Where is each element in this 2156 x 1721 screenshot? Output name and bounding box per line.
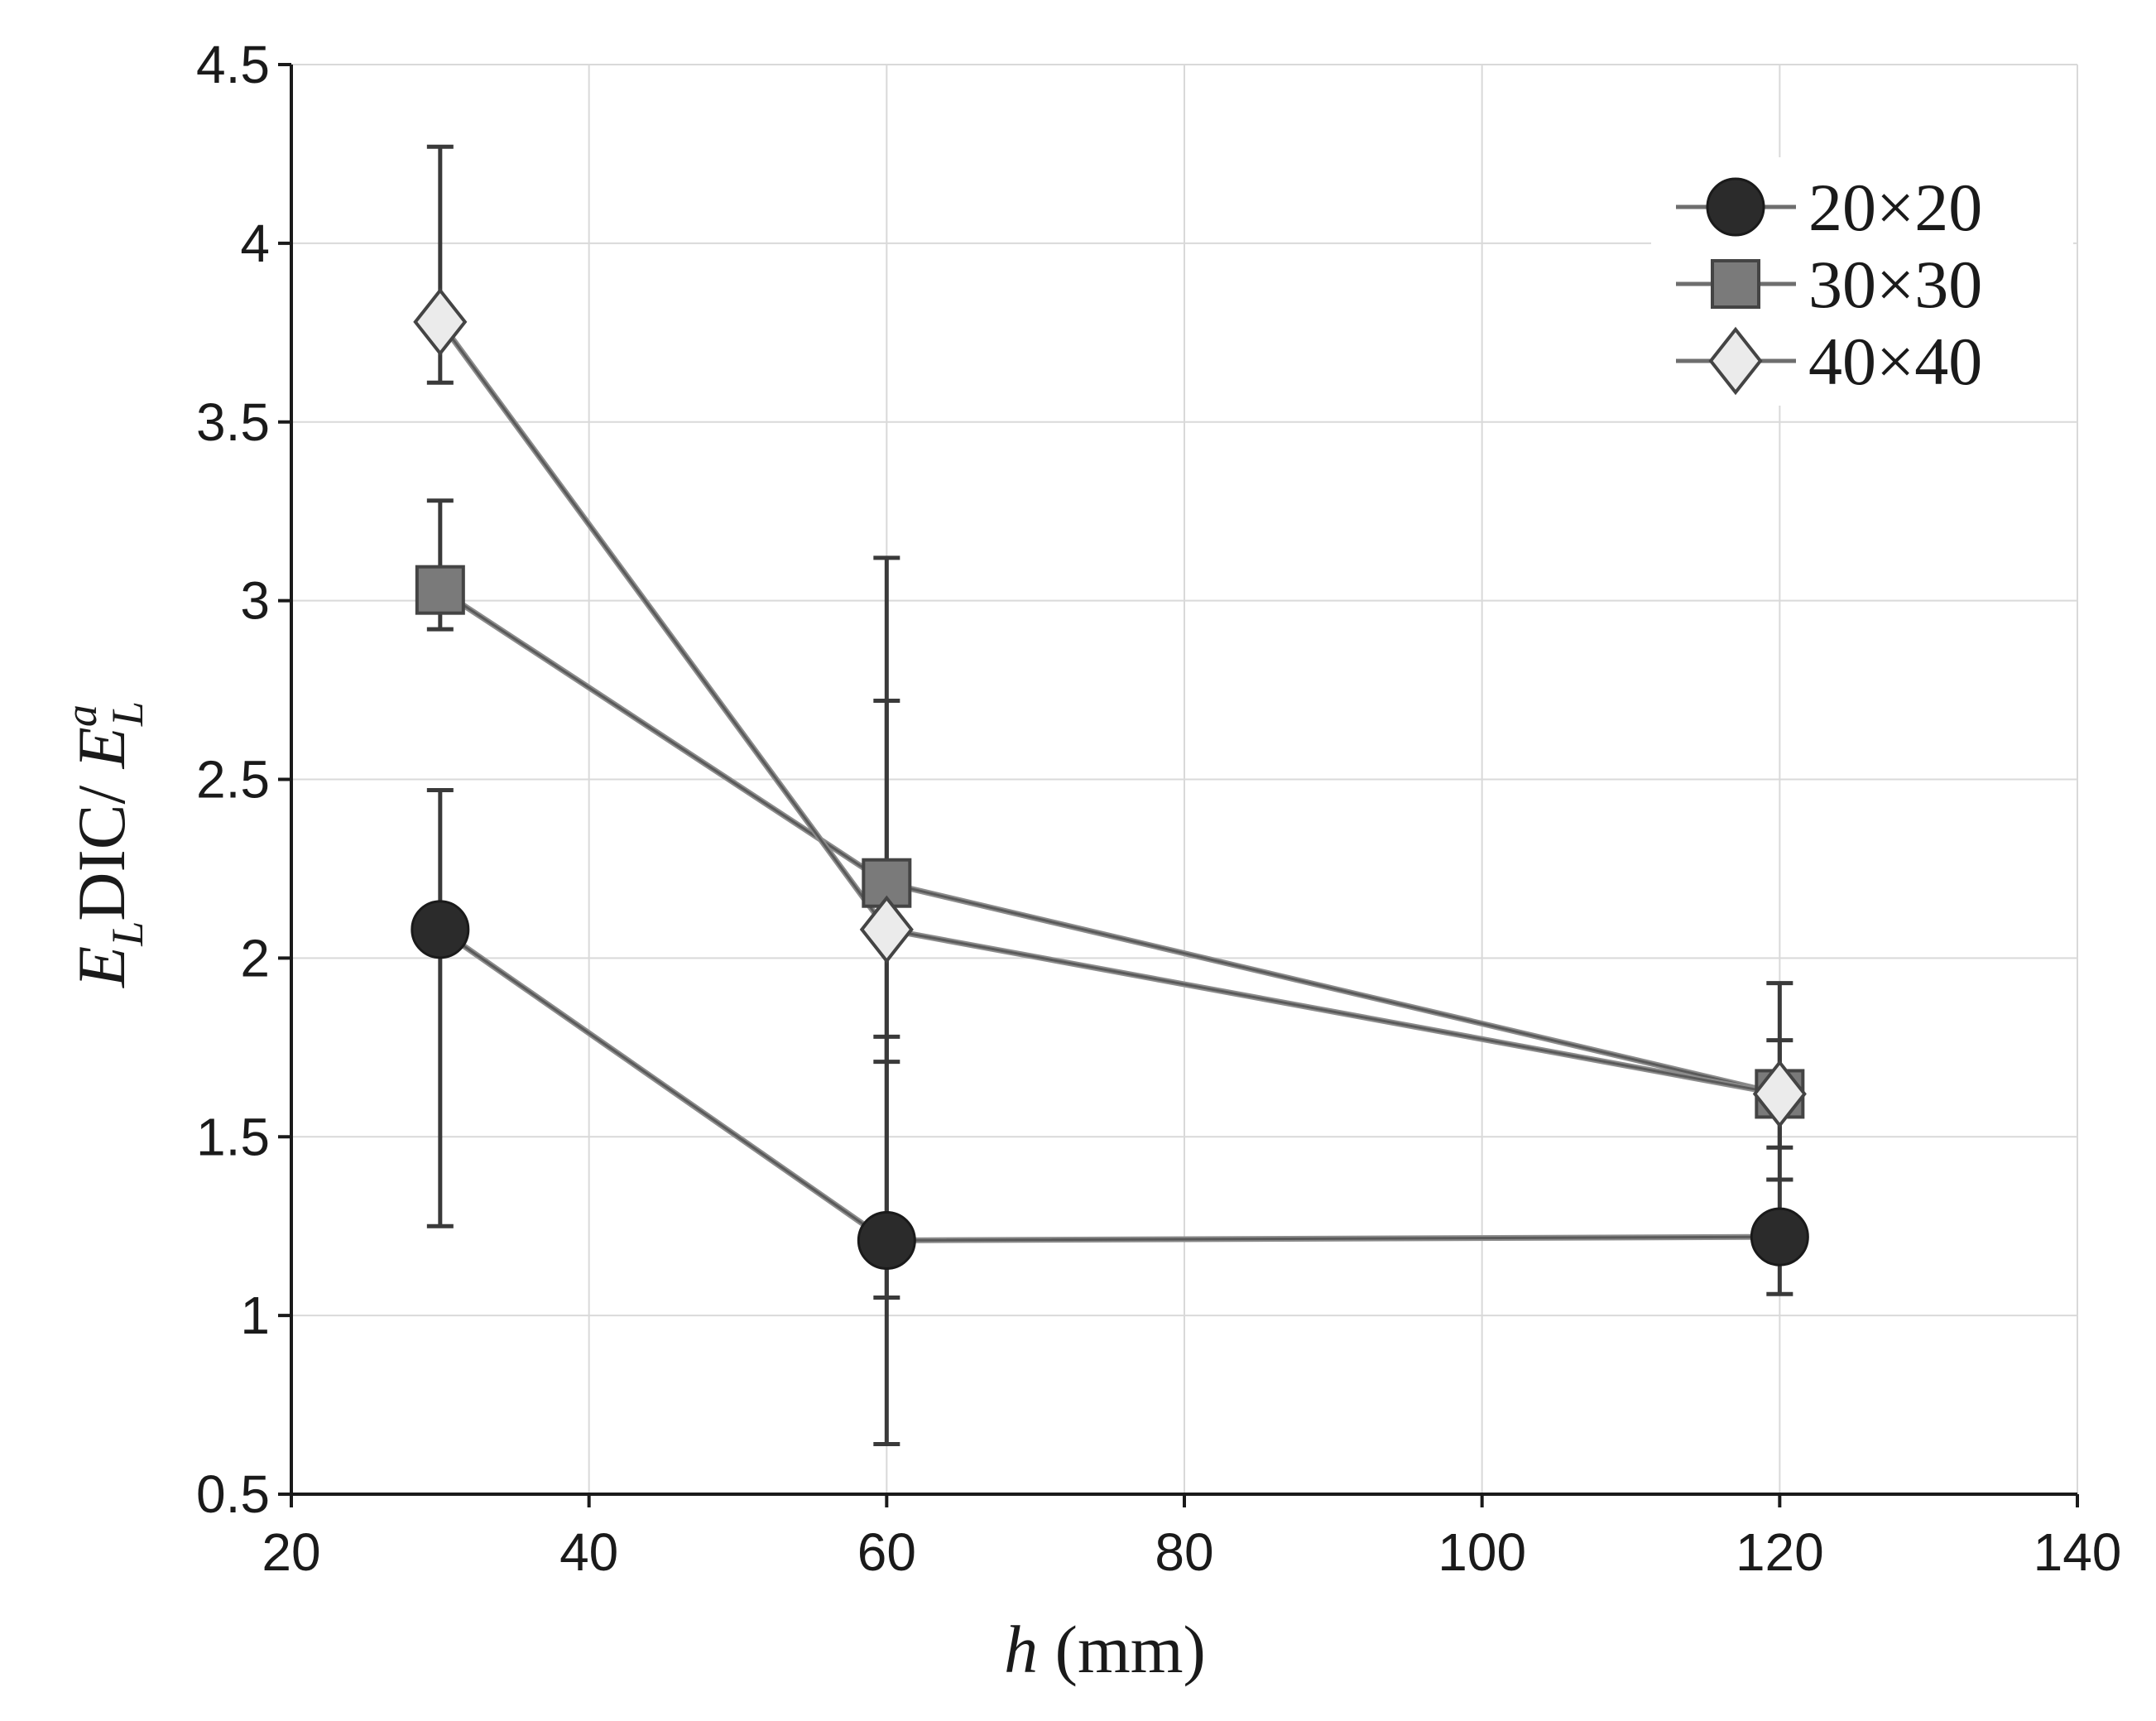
y-axis-label-e1: E	[64, 946, 139, 988]
y-axis-label: ELDIC/ EaL	[56, 701, 152, 988]
marker-square	[862, 858, 912, 908]
y-axis-label-e2: E	[64, 727, 139, 769]
y-tick-label: 1	[240, 1286, 270, 1345]
x-tick-label: 80	[1155, 1522, 1213, 1582]
x-tick-label: 120	[1736, 1522, 1824, 1582]
marker-circle	[857, 1210, 916, 1270]
y-tick-label: 4.5	[196, 35, 270, 94]
series-line	[438, 926, 1780, 1243]
marker-circle	[411, 900, 470, 959]
marker-diamond	[859, 895, 914, 964]
marker-circle	[1706, 177, 1765, 237]
series-markers	[411, 287, 1809, 1270]
y-tick-label: 0.5	[196, 1464, 270, 1524]
y-axis-label-mid: DIC/	[64, 768, 139, 921]
y-axis-label-sup2: a	[56, 704, 106, 727]
y-tick-label: 2	[240, 928, 270, 988]
y-tick-label: 2.5	[196, 750, 270, 810]
y-axis-label-sub1: L	[103, 921, 152, 947]
x-axis-label-var: h	[1004, 1612, 1038, 1687]
y-axis-label-sub2: L	[103, 701, 152, 727]
tick-labels: 0.5 1 1.5 2 2.5 3 3.5 4 4.5 20 40 60 80 100 120 140	[196, 35, 2121, 1582]
legend-label: 30×30	[1808, 247, 1982, 322]
x-tick-label: 40	[559, 1522, 618, 1582]
legend-label: 20×20	[1808, 170, 1982, 245]
legend-label: 40×40	[1808, 324, 1982, 399]
x-tick-label: 20	[262, 1522, 320, 1582]
series-lines	[438, 320, 1781, 1243]
marker-diamond	[1708, 326, 1763, 396]
marker-square	[1711, 259, 1760, 309]
y-tick-label: 3	[240, 571, 270, 631]
series-line-core	[439, 928, 1780, 1242]
series-line	[438, 320, 1780, 1097]
error-bars	[426, 144, 1793, 1447]
x-axis-label-unit: (mm)	[1038, 1612, 1206, 1687]
marker-circle	[1750, 1207, 1809, 1267]
marker-square	[415, 565, 465, 615]
series-line	[438, 587, 1781, 1097]
x-axis-label: h (mm)	[1004, 1612, 1206, 1687]
series-line-core	[439, 589, 1780, 1095]
x-tick-label: 100	[1438, 1522, 1526, 1582]
x-tick-label: 60	[857, 1522, 916, 1582]
marker-diamond	[1752, 1060, 1807, 1128]
marker-diamond	[413, 287, 468, 357]
axes	[278, 63, 2079, 1507]
y-tick-label: 3.5	[196, 392, 270, 452]
x-tick-label: 140	[2034, 1522, 2122, 1582]
y-tick-label: 1.5	[196, 1107, 270, 1166]
y-tick-label: 4	[240, 214, 270, 273]
series-line-core	[439, 320, 1780, 1095]
